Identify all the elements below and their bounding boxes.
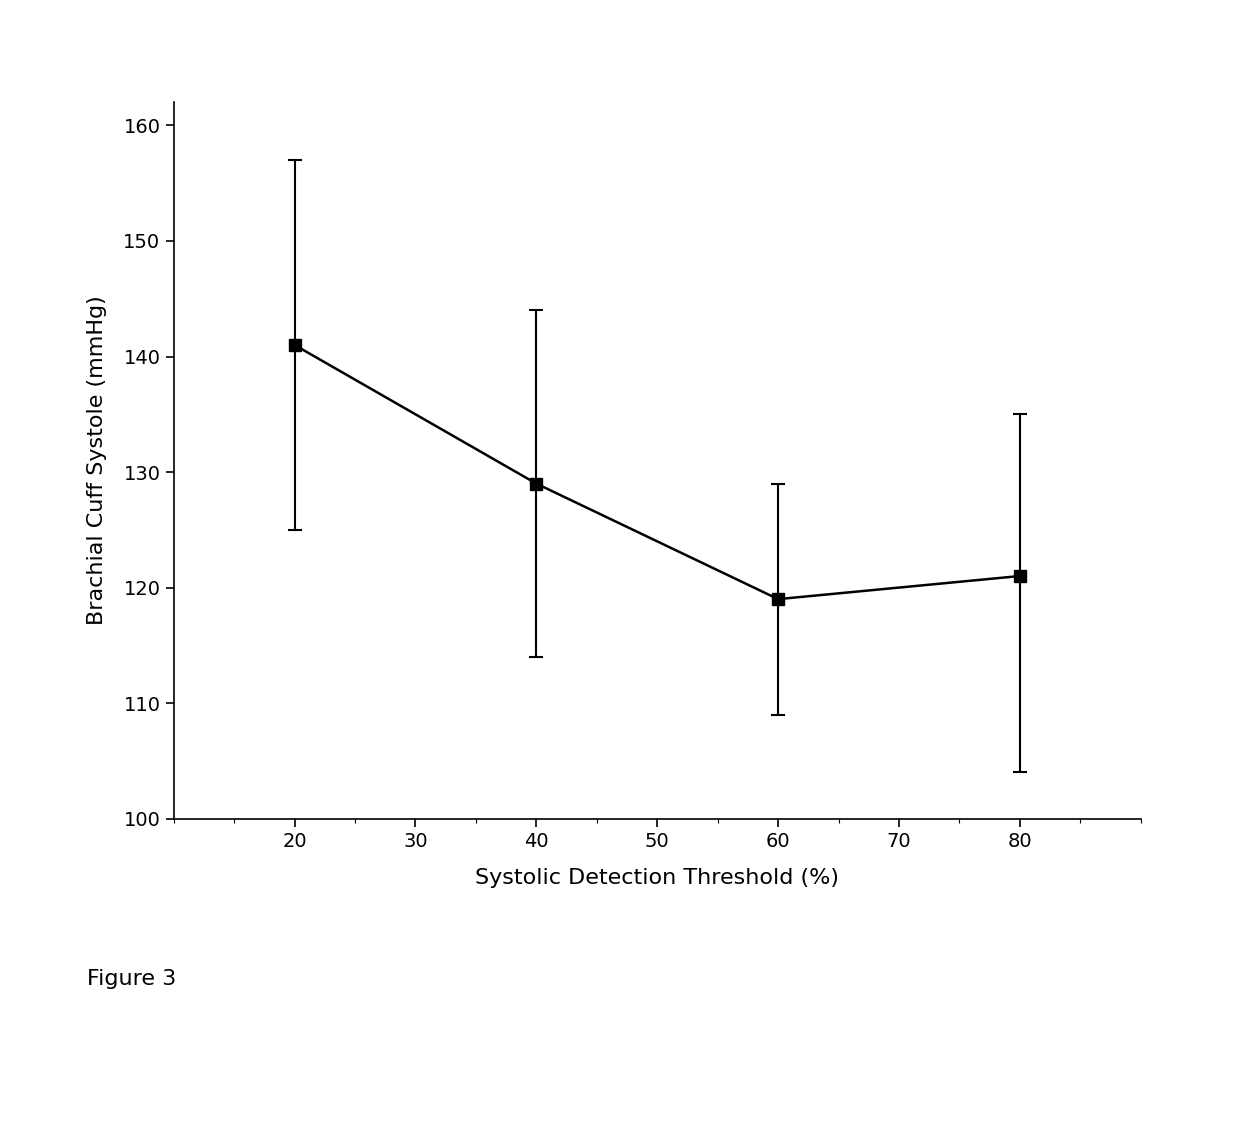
- X-axis label: Systolic Detection Threshold (%): Systolic Detection Threshold (%): [475, 868, 839, 888]
- Y-axis label: Brachial Cuff Systole (mmHg): Brachial Cuff Systole (mmHg): [87, 296, 107, 625]
- Text: Figure 3: Figure 3: [87, 969, 176, 989]
